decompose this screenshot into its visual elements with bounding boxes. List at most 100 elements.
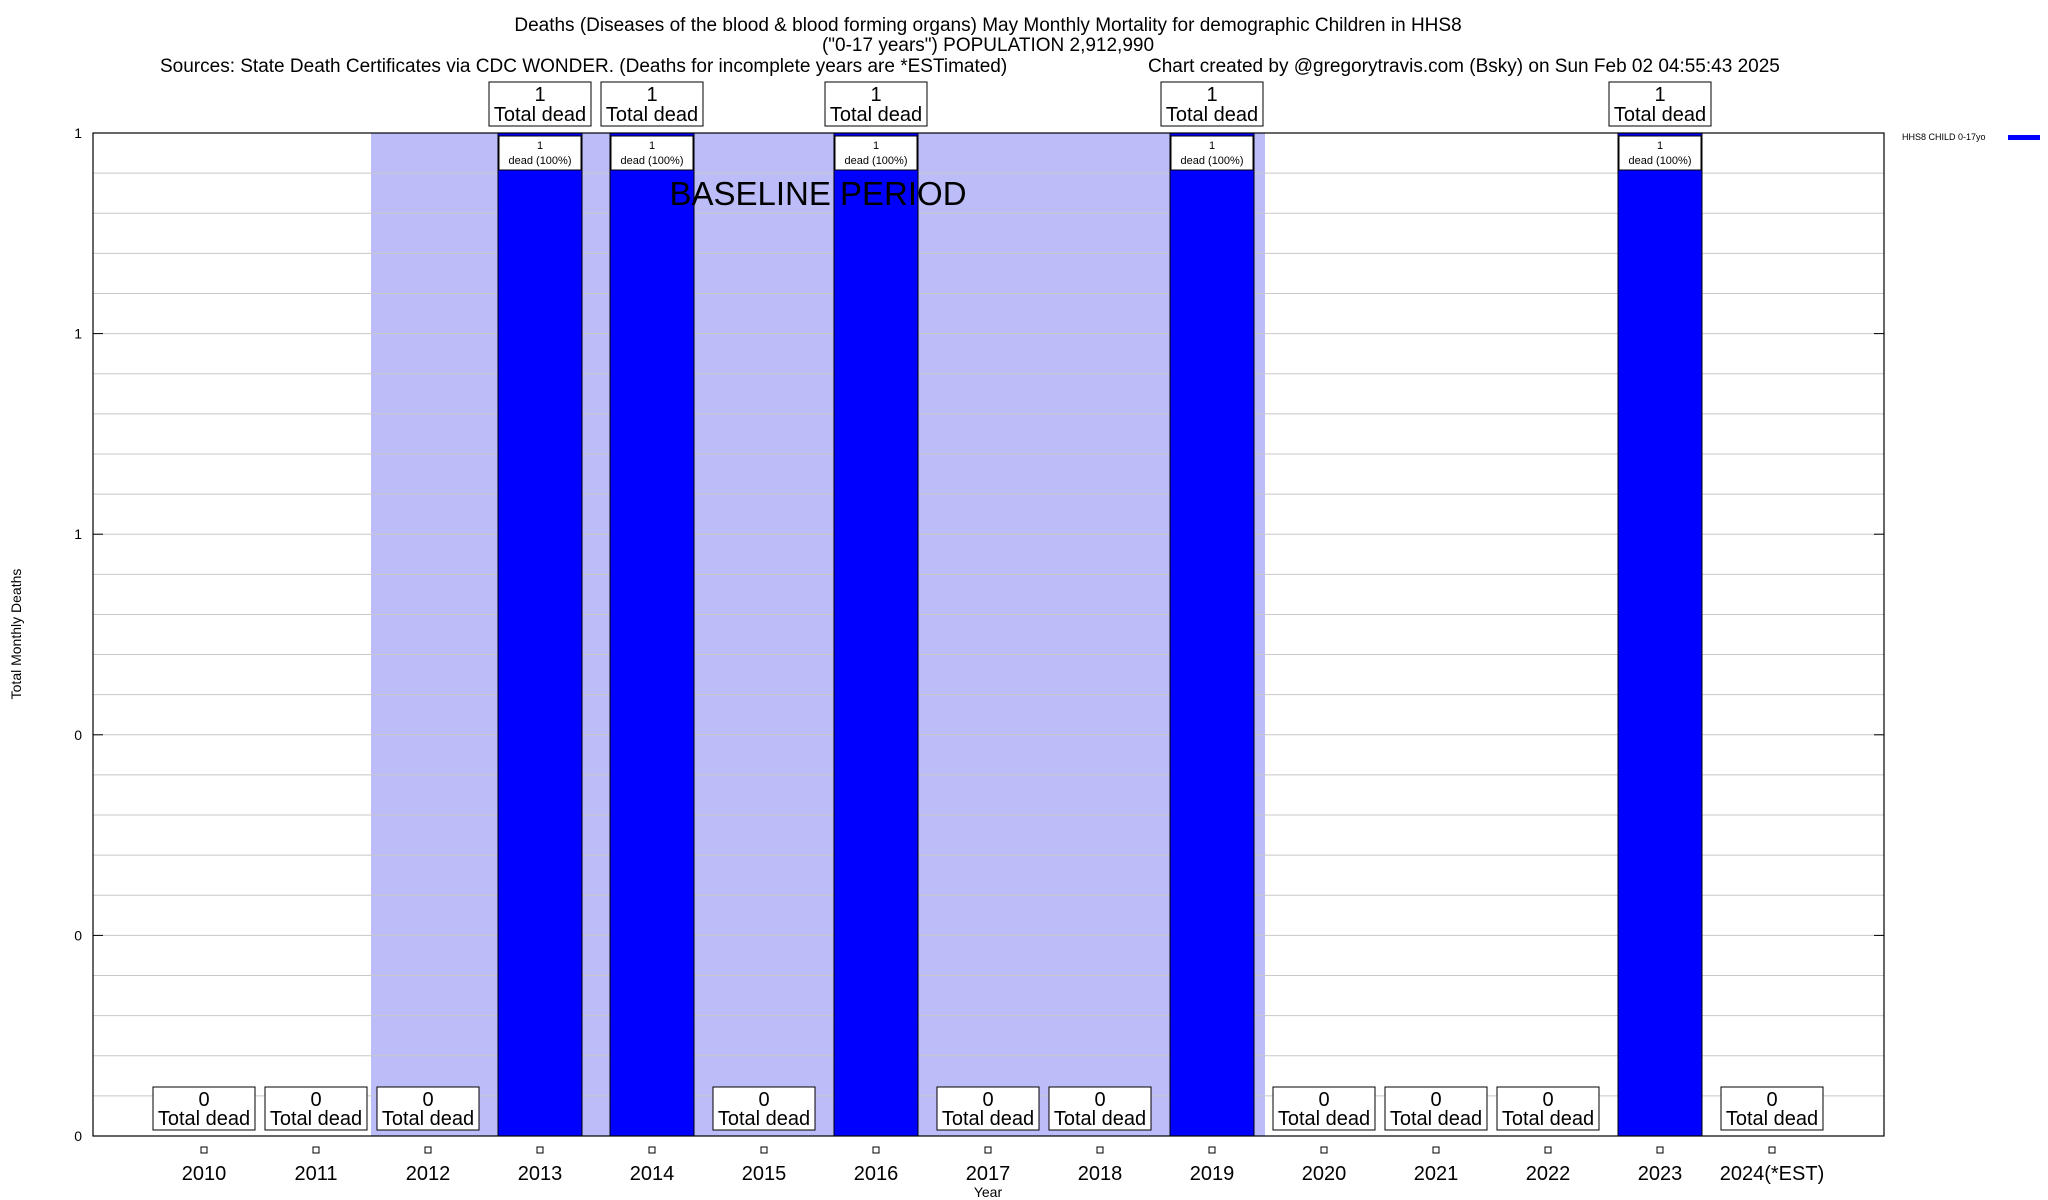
x-tick-label: 2015 xyxy=(742,1163,787,1185)
total-dead-label: Total dead xyxy=(270,1108,362,1130)
total-dead-label: Total dead xyxy=(1278,1108,1370,1130)
total-dead-box xyxy=(712,1086,816,1131)
bar-inner-label-box xyxy=(1618,135,1702,171)
total-dead-label: Total dead xyxy=(382,1108,474,1130)
bar-inner-label-box xyxy=(498,135,582,171)
y-axis-title: Total Monthly Deaths xyxy=(8,569,24,700)
total-dead-box xyxy=(1272,1086,1376,1131)
data-bar xyxy=(833,132,919,1137)
total-dead-label: Total dead xyxy=(606,104,698,126)
total-dead-label: Total dead xyxy=(942,1108,1034,1130)
x-tick-label: 2023 xyxy=(1638,1163,1683,1185)
bar-inner-pct: dead (100%) xyxy=(1629,155,1692,167)
bar-inner-pct: dead (100%) xyxy=(1181,155,1244,167)
chart-title-line-1: Deaths (Diseases of the blood & blood fo… xyxy=(514,15,1461,36)
bar-inner-pct: dead (100%) xyxy=(509,155,572,167)
x-point-marker xyxy=(648,1146,656,1154)
x-tick-label: 2012 xyxy=(406,1163,451,1185)
total-dead-label: Total dead xyxy=(158,1108,250,1130)
total-dead-label: Total dead xyxy=(1614,104,1706,126)
x-tick-label: 2014 xyxy=(630,1163,675,1185)
y-tick-label: 0 xyxy=(74,927,82,943)
x-point-marker xyxy=(424,1146,432,1154)
total-dead-box xyxy=(936,1086,1040,1131)
x-tick-label: 2018 xyxy=(1078,1163,1123,1185)
total-dead-label: Total dead xyxy=(718,1108,810,1130)
bar-inner-label-box xyxy=(834,135,918,171)
total-dead-box xyxy=(1384,1086,1488,1131)
x-tick-label: 2020 xyxy=(1302,1163,1347,1185)
y-tick-label: 1 xyxy=(74,526,82,542)
total-dead-label: Total dead xyxy=(830,104,922,126)
total-dead-box xyxy=(376,1086,480,1131)
total-dead-value: 1 xyxy=(534,84,545,106)
x-point-marker xyxy=(312,1146,320,1154)
total-dead-value: 1 xyxy=(1206,84,1217,106)
bar-inner-pct: dead (100%) xyxy=(845,155,908,167)
total-dead-value: 1 xyxy=(646,84,657,106)
x-point-marker xyxy=(1096,1146,1104,1154)
total-dead-box xyxy=(600,81,704,127)
x-tick-label: 2019 xyxy=(1190,1163,1235,1185)
total-dead-label: Total dead xyxy=(1054,1108,1146,1130)
total-dead-value: 0 xyxy=(310,1089,321,1111)
y-tick-label: 1 xyxy=(74,125,82,141)
x-tick-label: 2013 xyxy=(518,1163,563,1185)
total-dead-box xyxy=(152,1086,256,1131)
total-dead-value: 0 xyxy=(1430,1089,1441,1111)
legend-swatch xyxy=(2008,135,2040,140)
total-dead-value: 1 xyxy=(870,84,881,106)
total-dead-box xyxy=(1608,81,1712,127)
chart-sources: Sources: State Death Certificates via CD… xyxy=(160,56,1007,77)
data-bar xyxy=(609,132,695,1137)
baseline-period-label: BASELINE PERIOD xyxy=(669,175,966,212)
x-point-marker xyxy=(1544,1146,1552,1154)
y-tick-label: 0 xyxy=(74,1128,82,1144)
bar-inner-value: 1 xyxy=(537,140,543,152)
bar-inner-value: 1 xyxy=(1657,140,1663,152)
x-tick-label: 2017 xyxy=(966,1163,1011,1185)
x-point-marker xyxy=(1432,1146,1440,1154)
x-tick-label: 2010 xyxy=(182,1163,227,1185)
total-dead-label: Total dead xyxy=(494,104,586,126)
chart-title-line-2: ("0-17 years") POPULATION 2,912,990 xyxy=(822,35,1154,56)
y-tick-label: 0 xyxy=(74,727,82,743)
bar-inner-value: 1 xyxy=(1209,140,1215,152)
total-dead-box xyxy=(824,81,928,127)
bar-inner-label-box xyxy=(610,135,694,171)
x-tick-label: 2011 xyxy=(294,1163,337,1185)
chart-credit: Chart created by @gregorytravis.com (Bsk… xyxy=(1148,56,1780,77)
x-point-marker xyxy=(1768,1146,1776,1154)
total-dead-value: 0 xyxy=(1766,1089,1777,1111)
data-bar xyxy=(1617,132,1703,1137)
total-dead-value: 0 xyxy=(422,1089,433,1111)
total-dead-label: Total dead xyxy=(1166,104,1258,126)
total-dead-value: 0 xyxy=(982,1089,993,1111)
total-dead-box xyxy=(1496,1086,1600,1131)
bar-inner-value: 1 xyxy=(649,140,655,152)
x-tick-label: 2022 xyxy=(1526,1163,1571,1185)
x-tick-label: 2024(*EST) xyxy=(1720,1163,1825,1185)
bar-inner-value: 1 xyxy=(873,140,879,152)
total-dead-value: 1 xyxy=(1654,84,1665,106)
total-dead-value: 0 xyxy=(1094,1089,1105,1111)
total-dead-box xyxy=(1720,1086,1824,1131)
x-tick-label: 2016 xyxy=(854,1163,899,1185)
x-point-marker xyxy=(1656,1146,1664,1154)
bar-inner-pct: dead (100%) xyxy=(621,155,684,167)
x-point-marker xyxy=(1320,1146,1328,1154)
x-point-marker xyxy=(760,1146,768,1154)
total-dead-label: Total dead xyxy=(1390,1108,1482,1130)
total-dead-value: 0 xyxy=(198,1089,209,1111)
total-dead-label: Total dead xyxy=(1726,1108,1818,1130)
x-point-marker xyxy=(984,1146,992,1154)
total-dead-value: 0 xyxy=(758,1089,769,1111)
plot-frame xyxy=(92,132,1885,1137)
data-bar xyxy=(1169,132,1255,1137)
legend-label: HHS8 CHILD 0-17yo xyxy=(1902,132,1986,142)
total-dead-box xyxy=(1048,1086,1152,1131)
total-dead-value: 0 xyxy=(1318,1089,1329,1111)
x-point-marker xyxy=(536,1146,544,1154)
x-point-marker xyxy=(872,1146,880,1154)
